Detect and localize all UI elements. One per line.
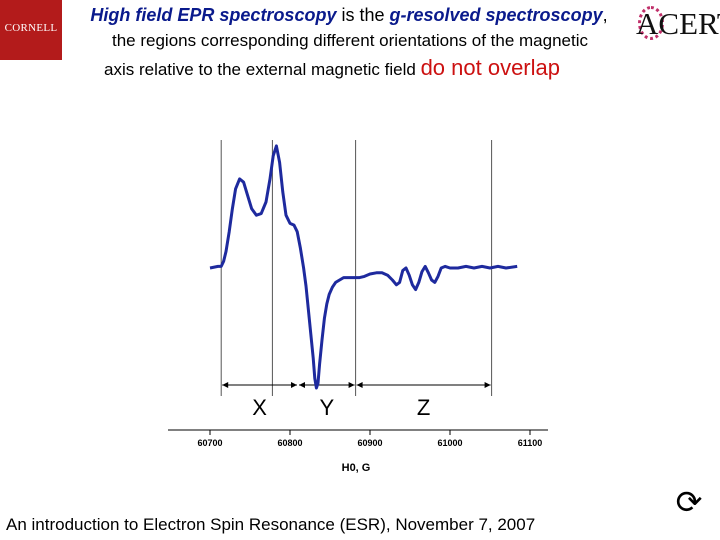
region-arrows [222, 382, 491, 388]
x-tick-label-60700: 60700 [197, 438, 222, 448]
title-line-2: the regions corresponding different orie… [112, 31, 588, 50]
x-axis-label: H0, G [342, 462, 371, 474]
region-label-x: X [252, 395, 267, 420]
x-tick-label-60900: 60900 [357, 438, 382, 448]
region-arrowhead-start-y [299, 382, 305, 388]
acert-logo: ACERT [636, 4, 720, 44]
region-arrowhead-end-y [348, 382, 355, 388]
acert-logo-text: ACERT [636, 6, 720, 41]
title-line-3: axis relative to the external magnetic f… [104, 56, 560, 82]
acert-ring-icon [638, 6, 664, 40]
region-label-y: Y [319, 395, 334, 420]
x-axis [168, 429, 548, 435]
x-tick-label-60800: 60800 [277, 438, 302, 448]
region-arrowhead-end-x [291, 382, 297, 388]
x-tick-label-61100: 61100 [518, 438, 543, 448]
highlight-do-not-overlap: do not overlap [420, 55, 560, 80]
nchr-mark-icon: ⟳ [675, 484, 703, 520]
region-arrowhead-end-z [484, 382, 491, 388]
emphasis-g-resolved: g-resolved spectroscopy [389, 5, 603, 25]
title-line-1: High field EPR spectroscopy is the g-res… [62, 4, 636, 26]
emphasis-epr: High field EPR spectroscopy [90, 5, 337, 25]
cornell-logo-text: CORNELL [4, 22, 58, 34]
x-tick-labels: 60700 60800 60900 61000 61100 [197, 438, 542, 448]
region-label-z: Z [417, 395, 430, 420]
title-joiner: is the [336, 5, 390, 25]
nchr-logo: ⟳ [662, 486, 716, 538]
region-labels: X Y Z [252, 395, 430, 420]
region-arrowhead-start-z [356, 382, 363, 388]
cornell-logo: CORNELL [0, 0, 62, 60]
x-tick-label-61000: 61000 [437, 438, 462, 448]
spectrum-line [209, 144, 518, 390]
footer-caption: An introduction to Electron Spin Resonan… [6, 515, 536, 534]
title-comma: , [602, 5, 608, 25]
title-line-3-text: axis relative to the external magnetic f… [104, 60, 421, 79]
region-arrowhead-start-x [222, 382, 229, 388]
